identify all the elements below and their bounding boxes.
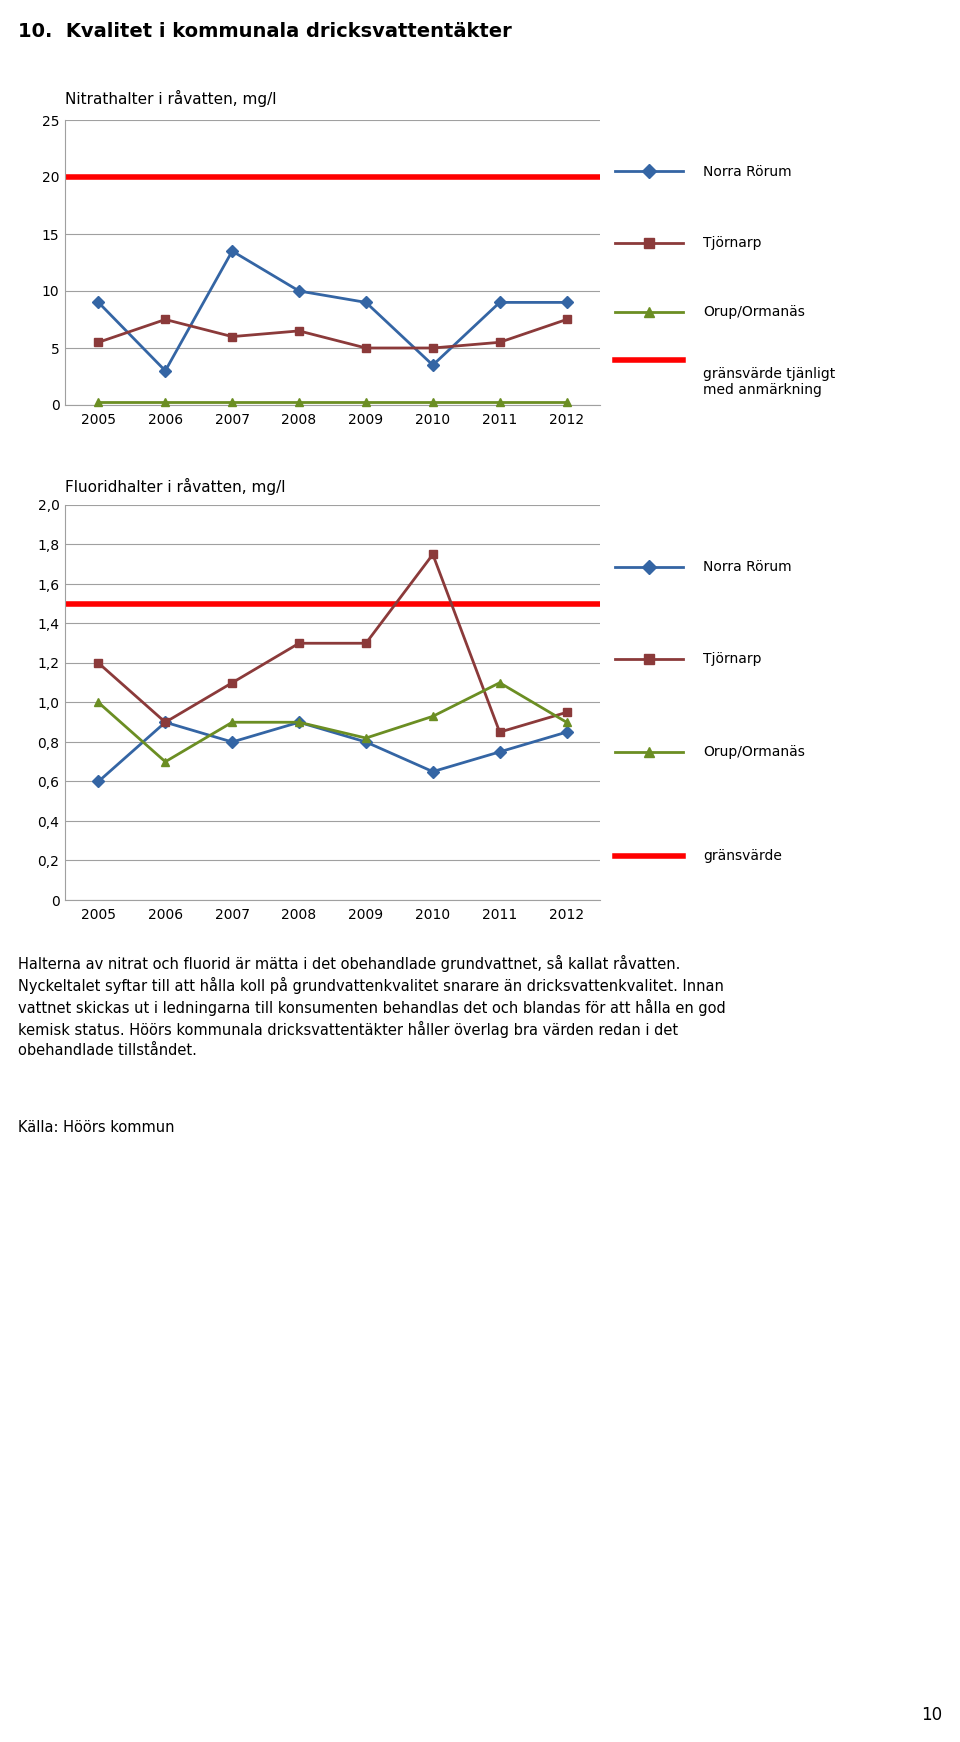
- Text: 10.  Kvalitet i kommunala dricksvattentäkter: 10. Kvalitet i kommunala dricksvattentäk…: [18, 23, 512, 42]
- Text: Orup/Ormanäs: Orup/Ormanäs: [704, 305, 805, 319]
- Text: Nitrathalter i råvatten, mg/l: Nitrathalter i råvatten, mg/l: [65, 91, 276, 106]
- Text: Norra Rörum: Norra Rörum: [704, 164, 792, 178]
- Text: Norra Rörum: Norra Rörum: [704, 559, 792, 575]
- Text: 10: 10: [921, 1705, 942, 1725]
- Text: Fluoridhalter i råvatten, mg/l: Fluoridhalter i råvatten, mg/l: [65, 477, 285, 495]
- Text: Orup/Ormanäs: Orup/Ormanäs: [704, 746, 805, 760]
- Text: kemisk status. Höörs kommunala dricksvattentäkter håller överlag bra värden reda: kemisk status. Höörs kommunala dricksvat…: [18, 1021, 678, 1038]
- Text: Tjörnarp: Tjörnarp: [704, 653, 762, 667]
- Text: gränsvärde tjänligt
med anmärkning: gränsvärde tjänligt med anmärkning: [704, 366, 835, 397]
- Text: Nyckeltalet syftar till att hålla koll på grundvattenkvalitet snarare än dricksv: Nyckeltalet syftar till att hålla koll p…: [18, 977, 724, 995]
- Text: Källa: Höörs kommun: Källa: Höörs kommun: [18, 1120, 175, 1136]
- Text: Tjörnarp: Tjörnarp: [704, 237, 762, 251]
- Text: gränsvärde: gränsvärde: [704, 848, 782, 862]
- Text: vattnet skickas ut i ledningarna till konsumenten behandlas det och blandas för : vattnet skickas ut i ledningarna till ko…: [18, 998, 726, 1016]
- Text: Halterna av nitrat och fluorid är mätta i det obehandlade grundvattnet, så kalla: Halterna av nitrat och fluorid är mätta …: [18, 955, 681, 972]
- Text: obehandlade tillståndet.: obehandlade tillståndet.: [18, 1043, 197, 1057]
